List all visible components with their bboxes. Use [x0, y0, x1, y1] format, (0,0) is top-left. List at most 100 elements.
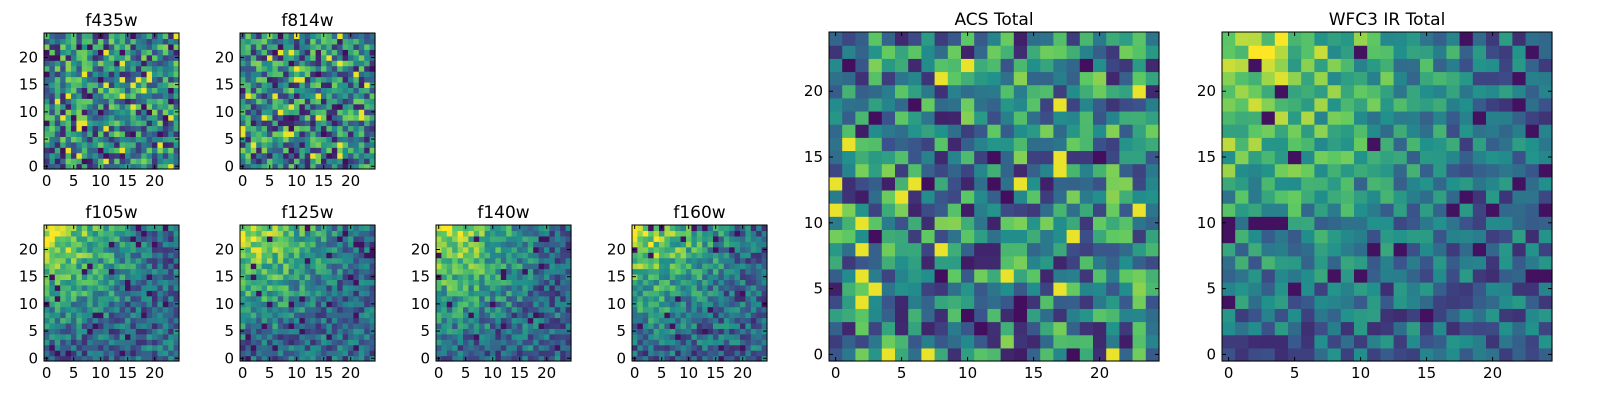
- heatmap-cell: [245, 141, 252, 148]
- heatmap-cell: [527, 263, 534, 270]
- heatmap-cell: [463, 252, 469, 259]
- heatmap-cell: [250, 141, 257, 148]
- heatmap-cell: [664, 290, 671, 297]
- heatmap-cell: [675, 225, 682, 232]
- heatmap-cell: [517, 273, 523, 280]
- heatmap-cell: [522, 290, 529, 297]
- heatmap-cell: [326, 65, 333, 72]
- heatmap-cell: [49, 355, 56, 362]
- heatmap-cell: [549, 263, 556, 270]
- heatmap-cell: [554, 344, 561, 351]
- heatmap-cell: [92, 333, 99, 340]
- heatmap-cell: [272, 257, 279, 264]
- heatmap-cell: [713, 263, 719, 270]
- heatmap-cell: [261, 263, 268, 270]
- heatmap-cell: [484, 252, 491, 259]
- heatmap-cell: [1235, 203, 1249, 217]
- heatmap-cell: [141, 290, 148, 297]
- heatmap-cell: [506, 322, 513, 329]
- heatmap-cell: [680, 279, 687, 286]
- heatmap-cell: [288, 103, 295, 110]
- heatmap-cell: [1486, 321, 1500, 336]
- heatmap-cell: [342, 279, 349, 286]
- heatmap-cell: [664, 295, 671, 302]
- heatmap-cell: [544, 295, 550, 302]
- heatmap-cell: [961, 176, 975, 191]
- heatmap-cell: [81, 147, 88, 154]
- heatmap-cell: [245, 114, 252, 121]
- heatmap-cell: [1354, 216, 1368, 230]
- heatmap-cell: [511, 333, 518, 340]
- heatmap-cell: [517, 284, 523, 291]
- heatmap-cell: [310, 322, 317, 329]
- heatmap-cell: [452, 268, 459, 275]
- heatmap-cell: [734, 284, 741, 291]
- heatmap-cell: [734, 290, 741, 297]
- heatmap-cell: [1053, 110, 1068, 125]
- heatmap-cell: [71, 268, 77, 275]
- heatmap-cell: [1486, 203, 1500, 217]
- heatmap-cell: [65, 130, 72, 137]
- heatmap-cell: [65, 54, 72, 61]
- heatmap-cell: [1288, 229, 1302, 244]
- heatmap-cell: [256, 355, 263, 362]
- heatmap-cell: [495, 328, 502, 335]
- heatmap-cell: [1486, 176, 1500, 191]
- heatmap-cell: [680, 301, 687, 308]
- heatmap-cell: [364, 290, 371, 297]
- heatmap-cell: [1433, 255, 1447, 270]
- heatmap-cell: [168, 158, 175, 165]
- heatmap-cell: [369, 43, 376, 50]
- heatmap-cell: [1525, 216, 1540, 230]
- heatmap-cell: [560, 290, 567, 297]
- heatmap-cell: [299, 333, 306, 340]
- heatmap-cell: [60, 120, 67, 127]
- heatmap-cell: [342, 257, 349, 264]
- heatmap-cell: [141, 241, 148, 248]
- heatmap-cell: [1066, 216, 1081, 230]
- heatmap-cell: [250, 355, 257, 362]
- heatmap-cell: [348, 317, 354, 324]
- heatmap-cell: [490, 301, 496, 308]
- heatmap-cell: [648, 290, 655, 297]
- heatmap-cell: [358, 252, 365, 259]
- heatmap-cell: [141, 225, 148, 232]
- heatmap-cell: [256, 38, 263, 45]
- heatmap-cell: [895, 84, 909, 99]
- heatmap-cell: [272, 333, 279, 340]
- heatmap-cell: [267, 295, 273, 302]
- heatmap-cell: [65, 71, 72, 78]
- heatmap-cell: [696, 333, 703, 340]
- heatmap-cell: [173, 141, 180, 148]
- heatmap-cell: [283, 60, 290, 67]
- heatmap-cell: [267, 252, 273, 259]
- heatmap-cell: [1132, 334, 1147, 349]
- heatmap-cell: [987, 58, 1002, 73]
- heatmap-cell: [331, 263, 338, 270]
- heatmap-cell: [369, 152, 376, 159]
- heatmap-cell: [76, 92, 83, 99]
- heatmap-cell: [500, 252, 507, 259]
- heatmap-cell: [457, 312, 464, 319]
- heatmap-cell: [337, 268, 344, 275]
- heatmap-cell: [119, 350, 126, 357]
- heatmap-cell: [157, 355, 164, 362]
- heatmap-cell: [119, 355, 126, 362]
- heatmap-cell: [288, 98, 295, 105]
- heatmap-image: [240, 225, 376, 362]
- heatmap-cell: [267, 328, 273, 335]
- heatmap-cell: [331, 257, 338, 264]
- heatmap-cell: [152, 158, 158, 165]
- heatmap-cell: [506, 333, 513, 340]
- heatmap-cell: [364, 103, 371, 110]
- heatmap-cell: [44, 147, 50, 154]
- heatmap-cell: [348, 333, 354, 340]
- heatmap-cell: [168, 322, 175, 329]
- heatmap-cell: [686, 295, 692, 302]
- heatmap-cell: [103, 257, 110, 264]
- heatmap-cell: [675, 268, 682, 275]
- heatmap-cell: [544, 312, 550, 319]
- heatmap-cell: [240, 130, 246, 137]
- heatmap-cell: [81, 241, 88, 248]
- heatmap-cell: [304, 109, 311, 116]
